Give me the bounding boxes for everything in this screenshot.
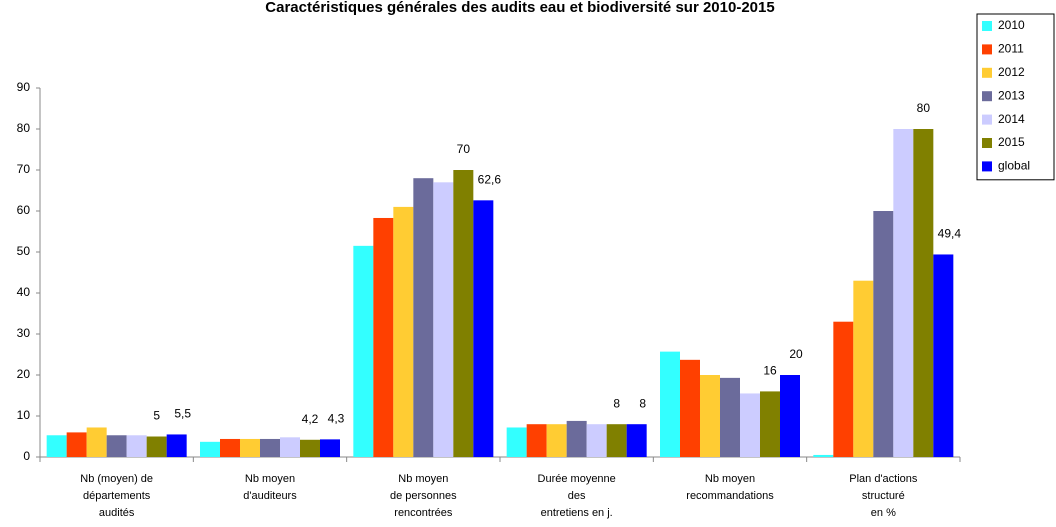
x-tick-label: rencontrées	[394, 507, 453, 519]
legend-swatch	[982, 44, 992, 55]
bar	[660, 351, 680, 457]
data-label: 4,3	[328, 412, 345, 426]
x-tick-label: de personnes	[390, 490, 457, 502]
x-tick-label: des	[568, 490, 586, 502]
bar	[506, 427, 527, 457]
bar	[260, 438, 280, 457]
bar	[780, 375, 800, 457]
bar	[813, 454, 834, 457]
bar	[700, 375, 720, 457]
bar	[200, 441, 220, 457]
bar	[126, 435, 147, 457]
x-tick-label: Nb moyen	[398, 473, 448, 485]
bar	[220, 438, 240, 457]
bar	[433, 182, 454, 458]
chart-title: Caractéristiques générales des audits ea…	[265, 0, 774, 16]
legend-label: global	[998, 159, 1030, 173]
y-tick-label: 40	[17, 285, 31, 299]
bar	[240, 438, 260, 457]
x-tick-label: Plan d'actions	[849, 473, 918, 485]
bar	[893, 129, 914, 457]
legend-label: 2013	[998, 88, 1025, 102]
bar	[86, 427, 107, 457]
data-label: 8	[639, 396, 646, 410]
x-tick-label: entretiens en j.	[541, 507, 613, 519]
x-tick-label: Nb moyen	[705, 473, 755, 485]
bar	[680, 359, 700, 457]
x-tick-label: audités	[99, 507, 135, 519]
bar	[873, 211, 894, 457]
bar	[933, 254, 954, 457]
y-tick-label: 80	[17, 121, 31, 135]
y-tick-label: 90	[17, 80, 31, 94]
bar	[393, 206, 414, 457]
bar	[106, 435, 127, 457]
bar	[546, 424, 567, 457]
bar	[373, 217, 394, 457]
legend-label: 2010	[998, 18, 1025, 32]
data-label: 49,4	[938, 227, 962, 241]
bar	[166, 434, 187, 457]
x-tick-label: recommandations	[686, 490, 774, 502]
y-tick-label: 0	[23, 449, 30, 463]
y-tick-label: 60	[17, 203, 31, 217]
data-label: 20	[789, 347, 803, 361]
bar	[566, 420, 587, 457]
x-tick-label: structuré	[862, 490, 905, 502]
legend-label: 2012	[998, 65, 1025, 79]
y-tick-label: 30	[17, 326, 31, 340]
bar	[913, 129, 934, 457]
legend-swatch	[982, 114, 992, 125]
bar	[760, 391, 780, 457]
bar	[606, 424, 627, 457]
legend-swatch	[982, 91, 992, 102]
y-tick-label: 50	[17, 244, 31, 258]
bar	[66, 432, 87, 457]
bar	[146, 436, 167, 457]
legend-swatch	[982, 21, 992, 31]
bar	[353, 245, 374, 457]
bar	[720, 377, 740, 457]
y-tick-label: 20	[17, 367, 31, 381]
y-tick-label: 10	[17, 408, 31, 422]
data-label: 70	[457, 142, 471, 156]
bar	[586, 424, 607, 457]
data-label: 80	[917, 101, 931, 115]
data-label: 5	[153, 409, 160, 423]
bar	[833, 321, 854, 457]
bar	[320, 439, 340, 457]
bar	[626, 424, 647, 457]
data-label: 16	[763, 364, 777, 378]
data-label: 62,6	[478, 173, 502, 187]
x-tick-label: Nb (moyen) de	[80, 473, 153, 485]
bar	[300, 439, 320, 457]
bar	[280, 437, 300, 457]
legend-swatch	[982, 161, 992, 172]
data-label: 4,2	[302, 412, 319, 426]
legend-label: 2015	[998, 135, 1025, 149]
bar	[853, 280, 874, 457]
x-tick-label: en %	[871, 507, 896, 519]
legend-swatch	[982, 138, 992, 148]
x-tick-label: Durée moyenne	[538, 473, 616, 485]
legend-label: 2014	[998, 112, 1025, 126]
data-label: 5,5	[174, 407, 191, 421]
y-tick-label: 70	[17, 162, 31, 176]
bar	[46, 435, 67, 457]
bar	[740, 393, 760, 457]
bar	[526, 424, 547, 457]
bar	[453, 170, 474, 457]
bar	[413, 178, 434, 457]
legend-label: 2011	[998, 42, 1024, 56]
x-tick-label: départements	[83, 490, 151, 502]
x-tick-label: Nb moyen	[245, 473, 295, 485]
x-tick-label: d'auditeurs	[243, 490, 297, 502]
bar	[473, 200, 494, 457]
data-label: 8	[613, 396, 620, 410]
legend-swatch	[982, 67, 992, 78]
